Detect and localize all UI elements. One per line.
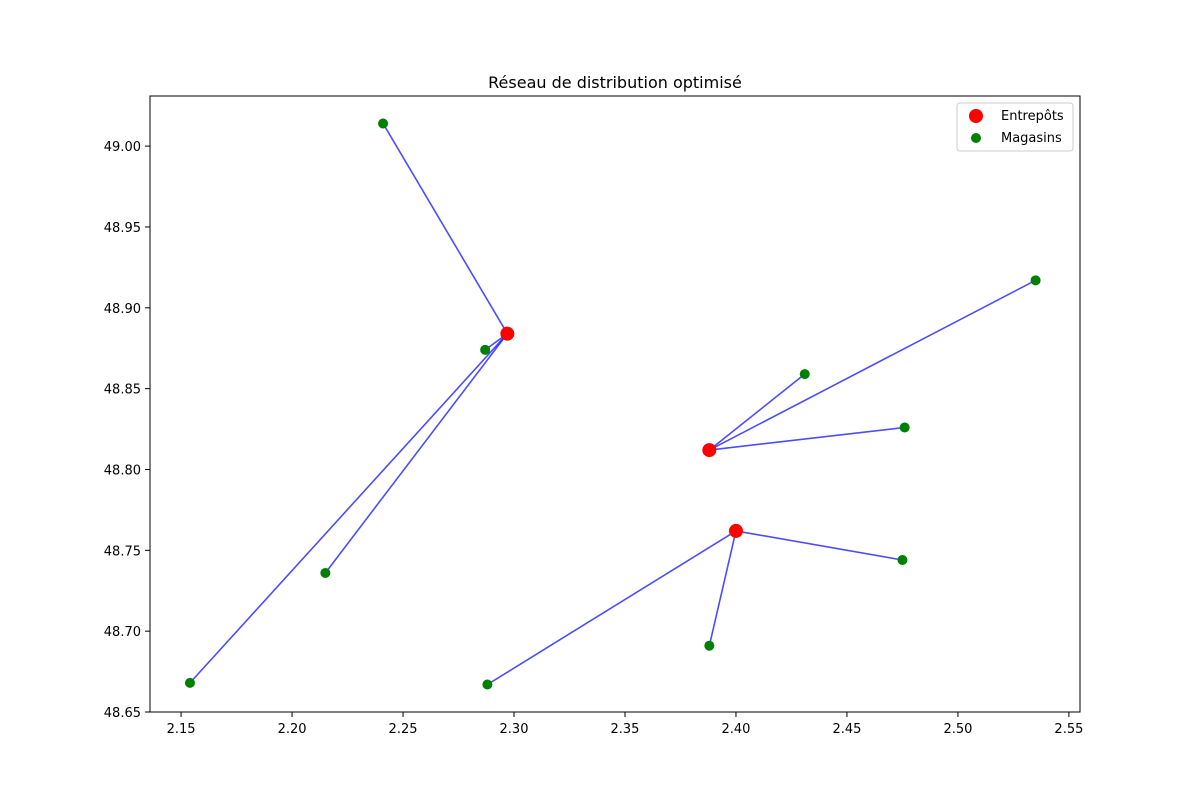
store-marker [378,118,389,129]
store-marker [1030,275,1041,286]
warehouse-marker [728,523,743,538]
warehouse-marker [702,443,717,458]
warehouse-marker [500,326,515,341]
axes-frame [149,95,1081,713]
connection-line [708,373,806,451]
x-tick-label: 2.30 [500,722,529,737]
y-tick-label: 48.85 [104,383,141,398]
x-tick-label: 2.25 [389,722,418,737]
store-marker [704,640,715,651]
y-tick-label: 48.90 [104,302,141,317]
x-tick-label: 2.20 [278,722,307,737]
x-tick-label: 2.50 [943,722,972,737]
y-tick-label: 48.65 [104,706,141,721]
axes: 2.15 2.20 2.25 2.30 2.35 2.40 2.45 2.50 2.55 48.6… [104,95,1083,737]
y-tick-label: 48.70 [104,625,141,640]
store-marker [799,369,810,380]
plot-area [184,118,1041,690]
chart-title: Réseau de distribution optimisé [488,73,742,92]
store-marker [899,422,910,433]
connection-line [324,333,508,574]
store-marker [897,555,908,566]
x-tick-label: 2.45 [832,722,861,737]
legend: Entrepôts Magasins [956,102,1074,152]
legend-store-marker [971,133,981,143]
store-marker [320,567,331,578]
connection-line [735,530,903,561]
connection-line [382,123,509,335]
x-tick-label: 2.35 [611,722,640,737]
legend-store-label: Magasins [1001,131,1062,146]
connection-line [189,333,508,684]
y-tick-label: 49.00 [104,140,141,155]
store-marker [184,677,195,688]
store-marker [480,344,491,355]
store-marker [482,679,493,690]
connection-line [709,426,905,451]
legend-warehouse-marker [969,109,983,123]
legend-box [956,102,1074,152]
connection-line [486,530,737,686]
connection-line [708,279,1036,451]
y-tick-label: 48.80 [104,463,141,478]
y-tick-label: 48.95 [104,221,141,236]
x-tick-label: 2.40 [721,722,750,737]
x-tick-label: 2.55 [1054,722,1083,737]
x-tick-label: 2.15 [167,722,196,737]
legend-warehouse-label: Entrepôts [1001,109,1064,124]
connection-line [708,530,737,646]
y-tick-label: 48.75 [104,544,141,559]
